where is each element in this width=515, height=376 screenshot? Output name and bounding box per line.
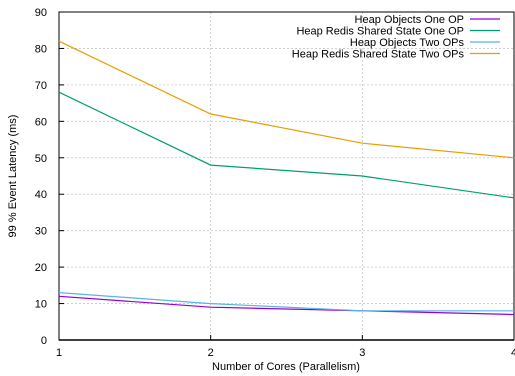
y-tick-label: 80	[35, 43, 47, 55]
x-axis-title: Number of Cores (Parallelism)	[212, 361, 360, 373]
y-tick-label: 30	[35, 226, 47, 238]
plot-frame	[58, 11, 515, 341]
series-line-1	[58, 295, 515, 316]
y-tick-label: 20	[35, 262, 47, 274]
y-tick-label: 40	[35, 189, 47, 201]
series-line-4	[58, 40, 515, 159]
x-tick-label: 2	[208, 347, 214, 359]
y-tick-label: 90	[35, 7, 47, 19]
y-tick-label: 50	[35, 153, 47, 165]
y-tick-label: 10	[35, 299, 47, 311]
series-line-3	[58, 292, 514, 312]
y-tick-label: 0	[41, 335, 47, 347]
legend-label: Heap Objects One OP	[355, 14, 464, 26]
legend-label: Heap Redis Shared State Two OPs	[292, 49, 465, 61]
axes	[58, 11, 515, 341]
legend-label: Heap Objects Two OPs	[350, 37, 465, 49]
y-tick-label: 60	[35, 116, 47, 128]
x-axis-ticks: 1 2 3 4	[56, 335, 515, 359]
y-axis-title: 99 % Event Latency (ms)	[7, 115, 19, 238]
grid	[59, 12, 514, 340]
series-line-2	[58, 91, 515, 199]
legend-label: Heap Redis Shared State One OP	[296, 26, 464, 38]
x-tick-label: 4	[511, 347, 515, 359]
series-lines	[58, 40, 515, 316]
x-tick-label: 3	[359, 347, 365, 359]
y-tick-label: 70	[35, 80, 47, 92]
y-axis-ticks: 0 10 20 30 40 50 60 70 80 90	[35, 7, 64, 347]
x-tick-label: 1	[56, 347, 62, 359]
